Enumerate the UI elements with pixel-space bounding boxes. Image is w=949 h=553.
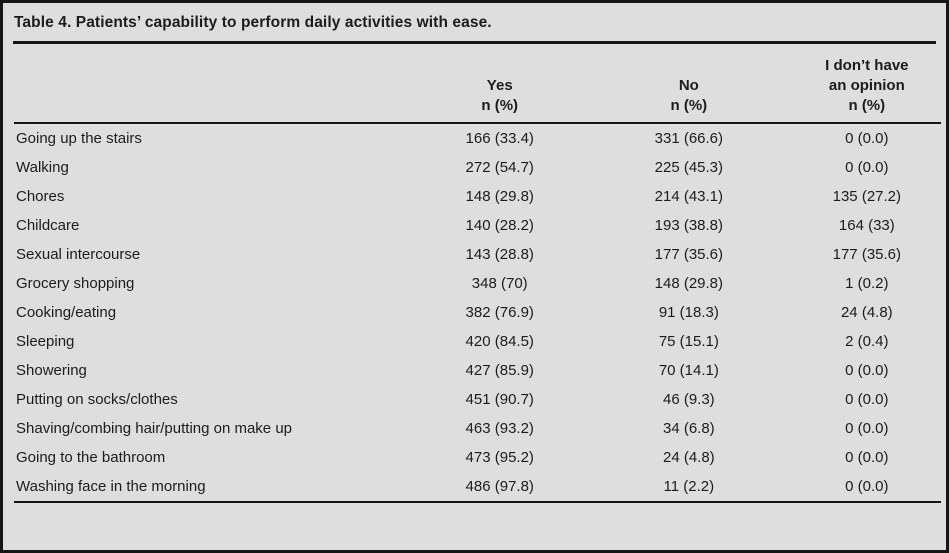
table-row: Going up the stairs 166 (33.4) 331 (66.6) 0… bbox=[14, 123, 941, 153]
header-no: No n (%) bbox=[585, 44, 793, 123]
no-cell: 46 (9.3) bbox=[662, 391, 715, 408]
header-yes: Yes n (%) bbox=[414, 44, 585, 123]
no-opinion-cell: 0 (0.0) bbox=[845, 391, 889, 408]
table-body: Going up the stairs 166 (33.4) 331 (66.6) 0… bbox=[14, 123, 941, 502]
no-cell: 34 (6.8) bbox=[662, 420, 715, 437]
no-cell: 70 (14.1) bbox=[658, 362, 719, 379]
no-cell: 75 (15.1) bbox=[658, 333, 719, 350]
yes-cell: 463 (93.2) bbox=[465, 420, 534, 437]
activity-cell: Grocery shopping bbox=[16, 275, 135, 292]
table-row: Going to the bathroom 473 (95.2) 24 (4.8) 0… bbox=[14, 443, 941, 472]
no-opinion-cell: 177 (35.6) bbox=[832, 246, 902, 263]
yes-cell: 473 (95.2) bbox=[465, 449, 534, 466]
no-cell: 24 (4.8) bbox=[662, 449, 715, 466]
activity-cell: Cooking/eating bbox=[16, 304, 117, 321]
no-opinion-cell: 0 (0.0) bbox=[845, 478, 889, 495]
header-yes-label: Yes bbox=[486, 77, 513, 94]
activity-cell: Putting on socks/clothes bbox=[16, 391, 178, 408]
activity-cell: Going up the stairs bbox=[16, 130, 142, 147]
table-row: Walking 272 (54.7) 225 (45.3) 0 (0.0) bbox=[14, 153, 941, 182]
data-table: Yes n (%) No n (%) I don’t have an opini… bbox=[14, 44, 941, 503]
table-row: Washing face in the morning 486 (97.8) 11 … bbox=[14, 472, 941, 502]
yes-cell: 382 (76.9) bbox=[465, 304, 534, 321]
no-cell: 148 (29.8) bbox=[654, 275, 724, 292]
activity-cell: Shaving/combing hair/putting on make up bbox=[16, 420, 293, 437]
activity-cell: Walking bbox=[16, 159, 69, 176]
no-opinion-cell: 164 (33) bbox=[838, 217, 895, 234]
yes-cell: 451 (90.7) bbox=[465, 391, 534, 408]
header-no-opinion-label-2: an opinion bbox=[828, 77, 905, 94]
header-row: Yes n (%) No n (%) I don’t have an opini… bbox=[14, 44, 941, 123]
no-cell: 331 (66.6) bbox=[654, 130, 724, 147]
activity-cell: Chores bbox=[16, 188, 65, 205]
no-opinion-cell: 135 (27.2) bbox=[832, 188, 902, 205]
table-row: Sleeping 420 (84.5) 75 (15.1) 2 (0.4) bbox=[14, 327, 941, 356]
yes-cell: 143 (28.8) bbox=[465, 246, 534, 263]
table-row: Sexual intercourse 143 (28.8) 177 (35.6) 17… bbox=[14, 240, 941, 269]
table-row: Shaving/combing hair/putting on make up 4… bbox=[14, 414, 941, 443]
table-row: Grocery shopping 348 (70) 148 (29.8) 1 (0.2… bbox=[14, 269, 941, 298]
table-row: Cooking/eating 382 (76.9) 91 (18.3) 24 (4.8… bbox=[14, 298, 941, 327]
header-yes-sub: n (%) bbox=[481, 97, 519, 114]
table-row: Childcare 140 (28.2) 193 (38.8) 164 (33) bbox=[14, 211, 941, 240]
header-no-label: No bbox=[678, 77, 699, 94]
activity-cell: Showering bbox=[16, 362, 87, 379]
yes-cell: 272 (54.7) bbox=[465, 159, 534, 176]
header-no-opinion-sub: n (%) bbox=[848, 97, 886, 114]
no-cell: 11 (2.2) bbox=[663, 478, 715, 495]
no-opinion-cell: 0 (0.0) bbox=[845, 159, 889, 176]
header-no-opinion: I don’t have an opinion n (%) bbox=[793, 44, 941, 123]
table-row: Putting on socks/clothes 451 (90.7) 46 (9.… bbox=[14, 385, 941, 414]
table-row: Chores 148 (29.8) 214 (43.1) 135 (27.2) bbox=[14, 182, 941, 211]
no-opinion-cell: 2 (0.4) bbox=[845, 333, 889, 350]
yes-cell: 166 (33.4) bbox=[465, 130, 534, 147]
no-cell: 91 (18.3) bbox=[658, 304, 719, 321]
header-no-sub: n (%) bbox=[670, 97, 708, 114]
no-cell: 177 (35.6) bbox=[654, 246, 724, 263]
no-opinion-cell: 0 (0.0) bbox=[845, 449, 889, 466]
no-opinion-cell: 24 (4.8) bbox=[840, 304, 893, 321]
yes-cell: 427 (85.9) bbox=[465, 362, 534, 379]
yes-cell: 420 (84.5) bbox=[465, 333, 534, 350]
yes-cell: 148 (29.8) bbox=[465, 188, 534, 205]
no-cell: 193 (38.8) bbox=[654, 217, 724, 234]
yes-cell: 348 (70) bbox=[471, 275, 528, 292]
yes-cell: 486 (97.8) bbox=[465, 478, 534, 495]
header-activity bbox=[14, 44, 414, 123]
activity-cell: Sexual intercourse bbox=[16, 246, 141, 263]
header-no-opinion-label-1: I don’t have bbox=[825, 57, 909, 74]
no-opinion-cell: 0 (0.0) bbox=[845, 362, 889, 379]
no-opinion-cell: 1 (0.2) bbox=[845, 275, 889, 292]
table-row: Showering 427 (85.9) 70 (14.1) 0 (0.0) bbox=[14, 356, 941, 385]
activity-cell: Childcare bbox=[16, 217, 80, 234]
no-cell: 214 (43.1) bbox=[654, 188, 724, 205]
activity-cell: Washing face in the morning bbox=[16, 478, 206, 495]
no-opinion-cell: 0 (0.0) bbox=[845, 420, 889, 437]
no-opinion-cell: 0 (0.0) bbox=[845, 130, 889, 147]
yes-cell: 140 (28.2) bbox=[465, 217, 534, 234]
activity-cell: Sleeping bbox=[16, 333, 75, 350]
activity-cell: Going to the bathroom bbox=[16, 449, 166, 466]
title-rule bbox=[13, 41, 936, 44]
table-title: Table 4. Patients’ capability to perform… bbox=[14, 14, 492, 31]
no-cell: 225 (45.3) bbox=[654, 159, 724, 176]
